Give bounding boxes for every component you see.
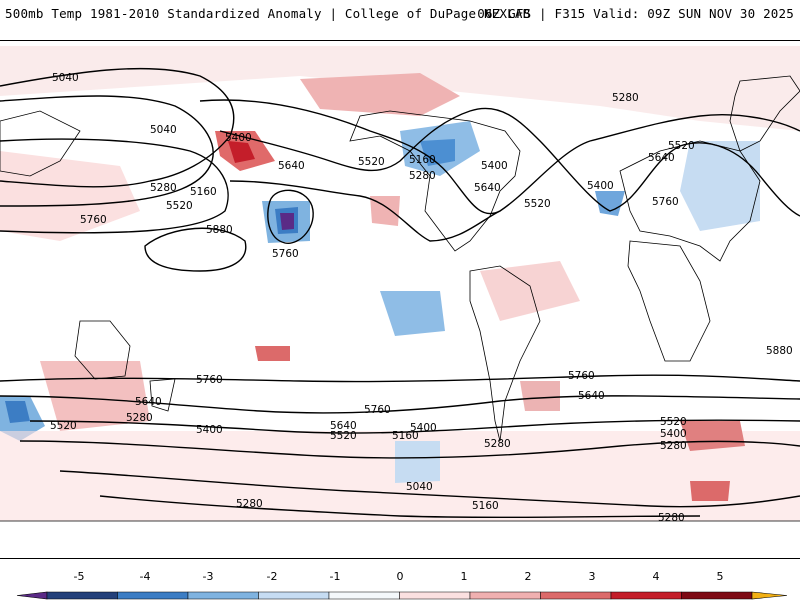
colorbar-tick: 5 <box>716 570 724 583</box>
contour-label: 5280 <box>660 440 687 452</box>
contour-label: 5880 <box>766 345 793 357</box>
colorbar-scale <box>16 591 788 600</box>
contour-label: 5280 <box>236 498 263 510</box>
contour-label: 5520 <box>660 416 687 428</box>
colorbar-tick: 0 <box>396 570 404 583</box>
map-canvas[interactable]: 5040 5040 5400 5640 5280 5160 5520 5760 … <box>0 41 800 559</box>
contour-label: 5760 <box>272 248 299 260</box>
colorbar-tick: -5 <box>73 570 85 583</box>
contour-label: 5640 <box>578 390 605 402</box>
contour-label: 5280 <box>658 512 685 524</box>
contour-label: 5400 <box>410 422 437 434</box>
contour-label: 5040 <box>52 72 79 84</box>
contour-label: 5280 <box>484 438 511 450</box>
contour-label: 5280 <box>150 182 177 194</box>
header: 500mb Temp 1981-2010 Standardized Anomal… <box>0 0 800 30</box>
colorbar-segment <box>399 591 471 600</box>
contour-label: 5760 <box>80 214 107 226</box>
contour-label: 5640 <box>135 396 162 408</box>
contour-label: 5160 <box>472 500 499 512</box>
contour-label: 5640 <box>330 420 357 432</box>
colorbar-tick: 1 <box>460 570 468 583</box>
contour-label: 5280 <box>612 92 639 104</box>
colorbar-segment <box>610 591 682 600</box>
contour-label: 5520 <box>166 200 193 212</box>
height-contours <box>0 67 800 519</box>
contour-label: 5760 <box>652 196 679 208</box>
contour-label: 5400 <box>587 180 614 192</box>
colorbar-tick: -2 <box>266 570 278 583</box>
contour-label: 5640 <box>648 152 675 164</box>
contour-label: 5760 <box>364 404 391 416</box>
colorbar: -5 -4 -3 -2 -1 0 1 2 3 4 5 <box>0 570 800 600</box>
contour-label: 5400 <box>196 424 223 436</box>
contour-label: 5520 <box>358 156 385 168</box>
contour-labels: 5040 5040 5400 5640 5280 5160 5520 5760 … <box>50 72 793 524</box>
contour-label: 5520 <box>50 420 77 432</box>
contour-label: 5040 <box>150 124 177 136</box>
colorbar-segment <box>117 591 189 600</box>
contour-label: 5160 <box>190 186 217 198</box>
colorbar-max-arrow <box>751 591 788 600</box>
colorbar-min-arrow <box>16 591 48 600</box>
map-title: 500mb Temp 1981-2010 Standardized Anomal… <box>5 6 531 21</box>
colorbar-tick: 2 <box>524 570 532 583</box>
colorbar-segment <box>540 591 612 600</box>
contour-label: 5760 <box>196 374 223 386</box>
map-panel[interactable]: 5040 5040 5400 5640 5280 5160 5520 5760 … <box>0 40 800 559</box>
coastlines <box>0 75 800 522</box>
colorbar-tick: 4 <box>652 570 660 583</box>
contour-label: 5520 <box>330 430 357 442</box>
contour-label: 5520 <box>668 140 695 152</box>
contour-label: 5160 <box>409 154 436 166</box>
contour-label: 5400 <box>481 160 508 172</box>
contour-label: 5400 <box>660 428 687 440</box>
colorbar-tick: -3 <box>202 570 214 583</box>
colorbar-tick: 3 <box>588 570 596 583</box>
colorbar-segment <box>328 591 400 600</box>
colorbar-segment <box>187 591 259 600</box>
colorbar-segment <box>681 591 753 600</box>
colorbar-segment <box>469 591 541 600</box>
contour-label: 5040 <box>406 481 433 493</box>
contour-label: 5880 <box>206 224 233 236</box>
contour-label: 5400 <box>225 132 252 144</box>
contour-label: 5520 <box>524 198 551 210</box>
colorbar-segment <box>258 591 330 600</box>
contour-label: 5640 <box>278 160 305 172</box>
contour-label: 5160 <box>392 430 419 442</box>
contour-label: 5280 <box>126 412 153 424</box>
contour-label: 5640 <box>474 182 501 194</box>
run-valid-time: 06Z GFS | F315 Valid: 09Z SUN NOV 30 202… <box>477 6 794 21</box>
contour-label: 5280 <box>409 170 436 182</box>
contour-label: 5760 <box>568 370 595 382</box>
colorbar-segment <box>46 591 118 600</box>
colorbar-tick: -4 <box>139 570 151 583</box>
colorbar-tick: -1 <box>329 570 341 583</box>
